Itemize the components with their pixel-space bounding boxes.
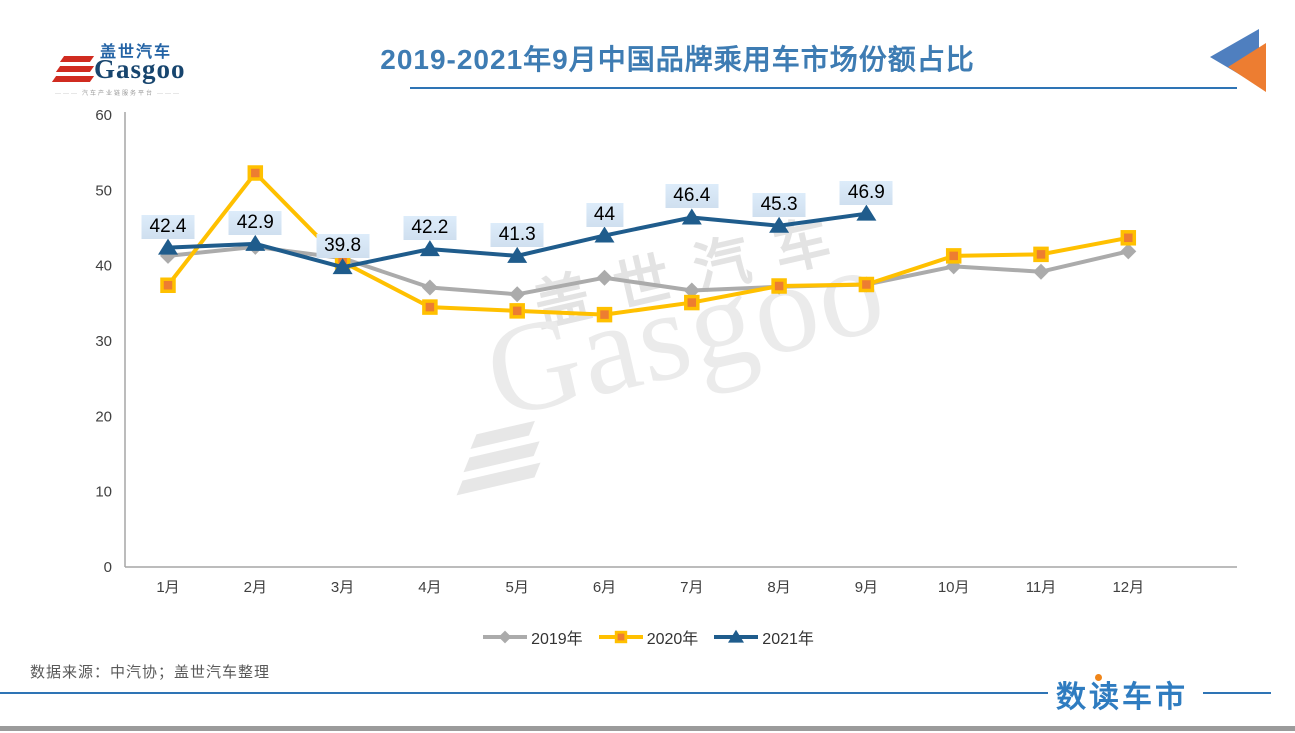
y-tick-label: 40: [95, 258, 112, 275]
x-tick-label: 3月: [331, 579, 354, 596]
gasgoo-logo-cn: 盖世汽车: [100, 44, 173, 61]
legend-item-2019年: 2019年: [481, 625, 583, 649]
data-point-square: [1033, 246, 1049, 263]
data-point-square: [509, 303, 525, 319]
footer-rule-right: [1203, 692, 1271, 694]
x-tick-label: 5月: [506, 579, 529, 596]
chart-title: 2019-2021年9月中国品牌乘用车市场份额占比: [380, 44, 975, 75]
x-tick-label: 12月: [1112, 579, 1144, 596]
data-label: 45.3: [752, 192, 806, 217]
data-point-triangle: [158, 238, 178, 255]
x-tick-label: 10月: [938, 579, 970, 596]
legend-marker-icon: [714, 629, 759, 643]
y-tick-label: 20: [95, 408, 112, 425]
footer-rule-left: [0, 692, 1048, 694]
gasgoo-logo-tagline: 汽车产业链服务平台: [52, 88, 184, 97]
data-point-triangle: [681, 208, 702, 225]
x-tick-label: 8月: [767, 579, 790, 596]
data-point-square: [247, 165, 264, 181]
y-tick-label: 50: [95, 182, 112, 199]
legend-label: 2021年: [762, 631, 814, 648]
legend-label: 2019年: [531, 631, 583, 648]
x-tick-label: 7月: [680, 579, 703, 596]
data-label: 46.4: [665, 184, 719, 209]
data-label: 42.2: [403, 216, 457, 241]
data-label: 41.3: [490, 222, 544, 247]
data-point-diamond: [1033, 263, 1049, 280]
data-point-triangle: [507, 246, 528, 263]
legend-item-2020年: 2020年: [597, 625, 699, 649]
brand-orange-dot-icon: [1095, 674, 1102, 681]
legend-item-2021年: 2021年: [712, 625, 814, 649]
shuducheshi-text: 数读车市: [1056, 681, 1188, 714]
data-label: 46.9: [839, 180, 893, 205]
data-point-diamond: [1120, 243, 1137, 260]
data-point-diamond: [498, 630, 512, 644]
gasgoo-logo: 盖世汽车 Gasgoo 汽车产业链服务平台: [22, 30, 185, 97]
data-point-triangle: [856, 204, 877, 221]
title-underline: [410, 87, 1237, 89]
data-label: 42.4: [141, 214, 195, 239]
x-tick-label: 1月: [156, 579, 179, 596]
data-point-square: [1120, 230, 1137, 246]
data-point-square: [422, 299, 438, 315]
data-point-square: [684, 294, 700, 311]
x-tick-label: 9月: [855, 579, 878, 596]
x-tick-label: 4月: [418, 579, 441, 596]
data-point-triangle: [245, 234, 266, 251]
data-point-triangle: [332, 258, 353, 275]
data-label: 44: [585, 202, 624, 227]
data-point-triangle: [594, 226, 615, 243]
data-point-triangle: [419, 240, 440, 257]
back-arrows-icon: [1210, 29, 1266, 92]
y-tick-label: 60: [95, 107, 112, 124]
series-line-2020年: [166, 171, 1129, 317]
data-point-square: [858, 276, 875, 293]
x-tick-label: 6月: [593, 579, 616, 596]
shuducheshi-brand: 数读车市: [1056, 672, 1188, 716]
legend-label: 2020年: [646, 631, 699, 648]
data-point-triangle: [728, 629, 745, 643]
y-tick-label: 0: [104, 559, 112, 576]
data-point-square: [614, 630, 627, 644]
legend-marker-icon: [598, 630, 643, 644]
data-point-diamond: [509, 286, 526, 303]
x-tick-label: 2月: [244, 579, 267, 596]
chart-legend: 2019年 2020年 2021年: [0, 625, 1295, 649]
data-point-square: [945, 248, 962, 264]
data-point-square: [596, 306, 613, 323]
data-label: 39.8: [316, 234, 370, 259]
y-tick-label: 10: [95, 484, 112, 501]
bottom-edge-bar: [0, 726, 1295, 731]
data-point-triangle: [769, 216, 790, 233]
x-tick-label: 11月: [1026, 579, 1057, 596]
data-point-square: [771, 278, 787, 294]
data-point-square: [160, 277, 176, 294]
data-point-diamond: [421, 279, 438, 296]
gasgoo-logo-en: Gasgoo: [94, 54, 186, 84]
legend-marker-icon: [483, 630, 528, 644]
data-label: 42.9: [228, 210, 282, 235]
data-point-diamond: [683, 282, 700, 299]
y-tick-label: 30: [95, 333, 112, 350]
data-source-note: 数据来源：中汽协；盖世汽车整理: [30, 664, 271, 681]
orange-triangle-icon: [1228, 43, 1266, 92]
data-point-diamond: [596, 269, 613, 286]
